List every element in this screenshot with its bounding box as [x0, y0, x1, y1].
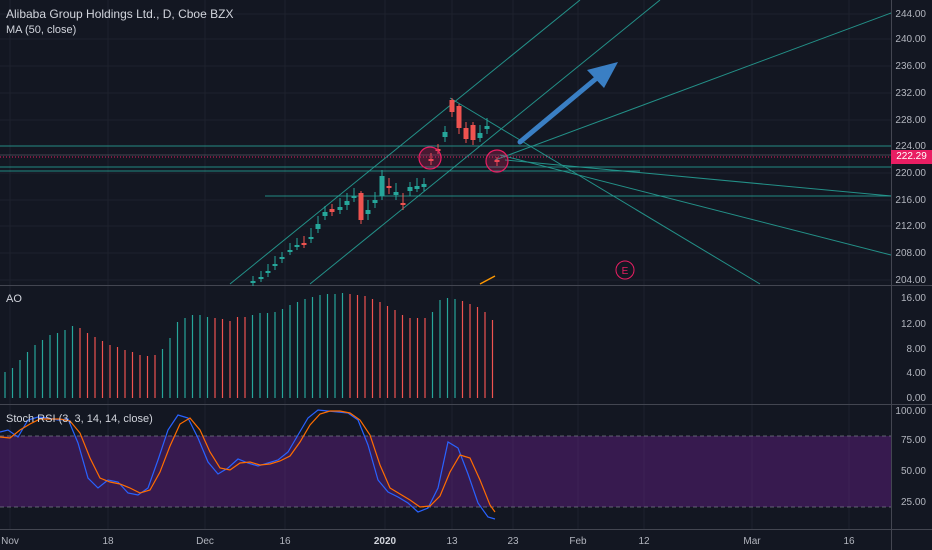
price-tick-label: 212.00	[895, 221, 926, 232]
price-tick-label: 208.00	[895, 248, 926, 259]
time-axis[interactable]: Nov 18 Dec 16 2020 13 23 Feb 12 Mar 16	[1, 536, 855, 547]
candle-body[interactable]	[456, 106, 462, 128]
candle-body[interactable]	[322, 212, 328, 216]
time-tick-label: 2020	[374, 536, 397, 547]
candle-body[interactable]	[279, 257, 285, 259]
ma-line	[479, 275, 496, 285]
candle-body[interactable]	[351, 196, 357, 198]
symbol-title[interactable]: Alibaba Group Holdings Ltd., D, Cboe BZX	[6, 7, 234, 21]
highlight-circle-left[interactable]	[418, 146, 442, 170]
time-tick-label: 12	[638, 536, 650, 547]
stoch-rsi-legend[interactable]: Stoch RSI (3, 3, 14, 14, close)	[6, 413, 153, 425]
ao-tick-label: 8.00	[907, 344, 927, 355]
fan-line-2	[499, 154, 892, 256]
ao-tick-label: 16.00	[901, 293, 926, 304]
stoch-rsi-tick-label: 75.00	[901, 435, 926, 446]
price-tick-label: 228.00	[895, 115, 926, 126]
stoch-rsi-axis[interactable]: 100.00 75.00 50.00 25.00	[895, 406, 926, 508]
candle-body[interactable]	[400, 203, 406, 205]
stoch-rsi-k-line	[0, 409, 496, 520]
price-tick-label: 204.00	[895, 275, 926, 286]
channel-lower-line	[309, 0, 661, 285]
candle-body[interactable]	[344, 201, 350, 205]
arrow-annotation[interactable]	[517, 62, 618, 145]
earnings-marker-circle[interactable]	[615, 260, 635, 280]
candle-body[interactable]	[477, 133, 483, 138]
time-tick-label: Feb	[569, 536, 587, 547]
candle-body[interactable]	[287, 250, 293, 252]
time-tick-label: 18	[102, 536, 114, 547]
candle-body[interactable]	[337, 207, 343, 210]
price-tick-label: 232.00	[895, 88, 926, 99]
candle-body[interactable]	[449, 100, 455, 112]
earnings-marker-label: E	[622, 266, 629, 277]
candle-body[interactable]	[393, 192, 399, 195]
highlight-circle-right[interactable]	[485, 149, 509, 173]
current-price-tag: 222.29	[891, 150, 932, 164]
ao-tick-label: 12.00	[901, 319, 926, 330]
time-tick-label: Mar	[743, 536, 761, 547]
candle-body[interactable]	[258, 277, 264, 279]
time-tick-label: 16	[279, 536, 291, 547]
ma-legend[interactable]: MA (50, close)	[6, 24, 77, 36]
ao-legend[interactable]: AO	[6, 293, 22, 305]
candle-body[interactable]	[294, 245, 300, 247]
ao-tick-label: 0.00	[907, 393, 927, 404]
price-candles[interactable]	[250, 98, 500, 286]
candle-body[interactable]	[358, 193, 364, 220]
price-tick-label: 220.00	[895, 168, 926, 179]
time-tick-label: Dec	[196, 536, 214, 547]
time-tick-label: 13	[446, 536, 458, 547]
price-tick-label: 240.00	[895, 34, 926, 45]
price-tick-label: 236.00	[895, 61, 926, 72]
horizontal-levels[interactable]	[0, 145, 891, 197]
time-tick-label: 23	[507, 536, 519, 547]
candle-body[interactable]	[329, 209, 335, 212]
price-axis[interactable]: 244.00 240.00 236.00 232.00 228.00 224.00 220.…	[895, 9, 926, 286]
candle-body[interactable]	[484, 126, 490, 129]
candle-body[interactable]	[272, 264, 278, 266]
candle-body[interactable]	[315, 224, 321, 229]
ao-tick-label: 4.00	[907, 368, 927, 379]
price-tick-label: 244.00	[895, 9, 926, 20]
candle-body[interactable]	[250, 281, 256, 283]
candle-body[interactable]	[379, 176, 385, 196]
candle-body[interactable]	[372, 200, 378, 203]
ao-histogram	[4, 293, 494, 398]
ao-axis[interactable]: 16.00 12.00 8.00 4.00 0.00	[901, 293, 926, 404]
candle-body[interactable]	[386, 186, 392, 188]
candle-body[interactable]	[421, 184, 427, 187]
stoch-rsi-tick-label: 50.00	[901, 466, 926, 477]
candle-body[interactable]	[265, 271, 271, 273]
channel-upper-line	[229, 0, 581, 285]
candle-body[interactable]	[494, 160, 500, 162]
trend-lines[interactable]	[229, 0, 892, 285]
price-tick-label: 224.00	[895, 141, 926, 152]
candle-body[interactable]	[301, 243, 307, 245]
candle-body[interactable]	[407, 187, 413, 191]
fan-line-1	[494, 12, 892, 161]
candle-body[interactable]	[365, 210, 371, 214]
stoch-rsi-tick-label: 25.00	[901, 497, 926, 508]
stoch-rsi-band	[0, 436, 891, 507]
candle-body[interactable]	[470, 125, 476, 140]
fan-line-4	[504, 159, 892, 197]
stoch-rsi-d-line	[0, 410, 496, 513]
fan-line-3	[449, 97, 761, 285]
stoch-rsi-tick-label: 100.00	[895, 406, 926, 417]
time-tick-label: Nov	[1, 536, 19, 547]
candle-body[interactable]	[442, 132, 448, 137]
price-tick-label: 216.00	[895, 195, 926, 206]
candle-body[interactable]	[414, 186, 420, 189]
candle-body[interactable]	[463, 128, 469, 139]
candle-body[interactable]	[308, 237, 314, 239]
time-tick-label: 16	[843, 536, 855, 547]
candle-body[interactable]	[428, 159, 434, 161]
